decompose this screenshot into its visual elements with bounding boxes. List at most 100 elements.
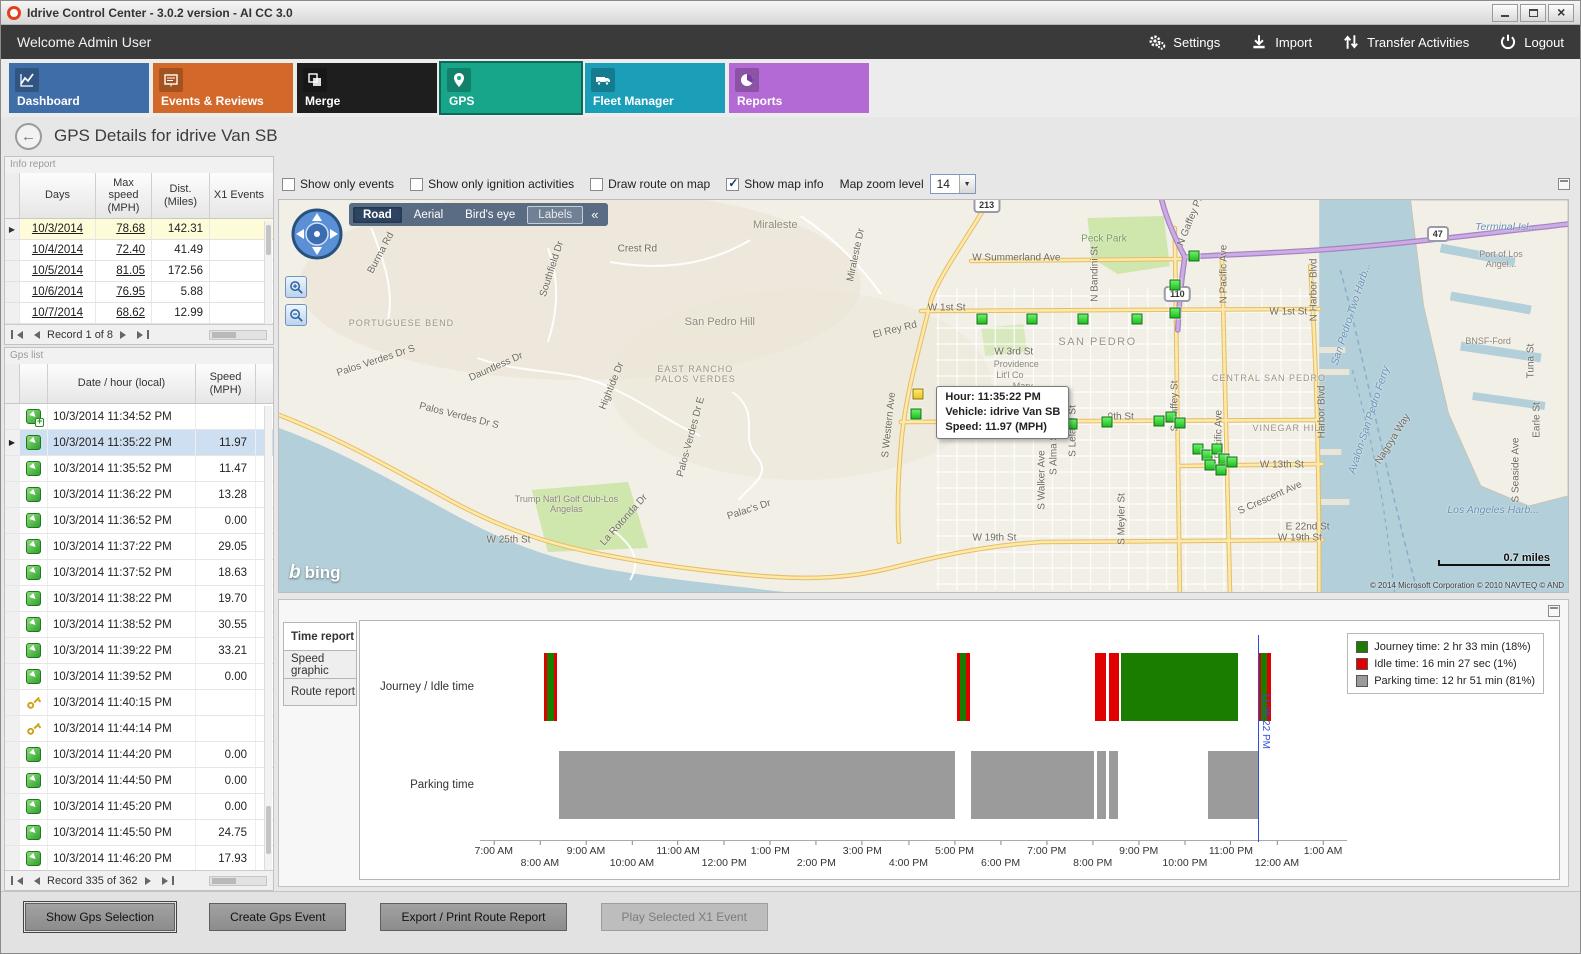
- show-gps-selection-button[interactable]: Show Gps Selection: [22, 901, 178, 933]
- info-report-row[interactable]: 10/6/2014 76.95 5.88: [5, 282, 273, 303]
- settings-button[interactable]: Settings: [1148, 33, 1220, 51]
- column-header[interactable]: X1 Events: [213, 189, 265, 202]
- gps-marker[interactable]: [976, 313, 987, 325]
- minimize-button[interactable]: [1492, 3, 1518, 22]
- scrollbar-thumb[interactable]: [212, 331, 236, 338]
- day-link[interactable]: 10/3/2014: [31, 223, 84, 235]
- tab-speed-graphic[interactable]: Speed graphic: [283, 650, 357, 678]
- gps-row[interactable]: 10/3/2014 11:36:52 PM 0.00: [5, 508, 273, 534]
- checkbox-icon[interactable]: [282, 177, 295, 191]
- gps-row[interactable]: 10/3/2014 11:37:22 PM 29.05: [5, 534, 273, 560]
- info-report-row[interactable]: 10/5/2014 81.05 172.56: [5, 261, 273, 282]
- first-page-icon[interactable]: [11, 876, 23, 885]
- info-report-scrollbar[interactable]: [264, 221, 272, 325]
- gps-marker-selected[interactable]: [912, 388, 924, 400]
- info-report-row[interactable]: 10/3/2014 78.68 142.31: [5, 219, 273, 240]
- export-print-route-report-button[interactable]: Export / Print Route Report: [380, 903, 567, 931]
- import-button[interactable]: Import: [1250, 33, 1312, 51]
- gps-row[interactable]: 10/3/2014 11:44:14 PM: [5, 716, 273, 742]
- checkbox-icon[interactable]: [726, 176, 740, 191]
- scrollbar-thumb[interactable]: [266, 806, 271, 854]
- checkbox-show-only-events[interactable]: Show only events: [282, 177, 394, 191]
- max-speed-link[interactable]: 78.68: [116, 223, 145, 235]
- column-header[interactable]: Speed (MPH): [196, 364, 256, 403]
- time-cursor-line[interactable]: 11:35:22 PM: [1258, 635, 1271, 842]
- day-link[interactable]: 10/4/2014: [31, 244, 84, 256]
- gps-marker[interactable]: [1169, 279, 1181, 291]
- transfer-activities-button[interactable]: Transfer Activities: [1342, 33, 1469, 51]
- map-view-labels[interactable]: Labels: [527, 205, 584, 224]
- horizontal-scrollbar[interactable]: [209, 329, 267, 340]
- gps-marker[interactable]: [1026, 313, 1038, 325]
- gps-marker[interactable]: [1077, 313, 1089, 325]
- gps-row[interactable]: 10/3/2014 11:39:52 PM 0.00: [5, 664, 273, 690]
- nav-tab-gps[interactable]: GPS: [439, 61, 583, 115]
- first-page-icon[interactable]: [11, 330, 23, 339]
- zoom-level-select[interactable]: 14: [929, 174, 976, 194]
- gps-row[interactable]: 10/3/2014 11:38:52 PM 30.55: [5, 612, 273, 638]
- checkbox-draw-route-on-map[interactable]: Draw route on map: [590, 177, 710, 191]
- map-compass-control[interactable]: [291, 208, 343, 260]
- column-header[interactable]: Date / hour (local): [48, 364, 196, 403]
- prev-page-icon[interactable]: [30, 876, 40, 885]
- map-canvas[interactable]: Miraleste Peck Park W Summerland Ave Crest …: [279, 200, 1568, 592]
- gps-marker[interactable]: [910, 408, 922, 420]
- gps-marker[interactable]: [1188, 250, 1200, 262]
- checkbox-icon[interactable]: [590, 177, 604, 191]
- collapse-left-icon[interactable]: [585, 207, 604, 222]
- gps-row[interactable]: 10/3/2014 11:38:22 PM 19.70: [5, 586, 273, 612]
- gps-marker[interactable]: [1153, 415, 1165, 427]
- gps-marker[interactable]: [1169, 307, 1181, 319]
- back-button[interactable]: [15, 122, 42, 150]
- gps-marker[interactable]: [1204, 459, 1216, 471]
- column-header[interactable]: Max speed (MPH): [96, 173, 152, 218]
- map-maximize-icon[interactable]: [1558, 178, 1570, 190]
- last-page-icon[interactable]: [137, 330, 150, 339]
- day-link[interactable]: 10/5/2014: [31, 265, 84, 277]
- bing-logo[interactable]: bing: [289, 562, 341, 584]
- column-header[interactable]: Dist. (Miles): [152, 173, 210, 218]
- horizontal-scrollbar[interactable]: [209, 875, 267, 886]
- gps-row[interactable]: 10/3/2014 11:44:50 PM 0.00: [5, 768, 273, 794]
- scrollbar-thumb[interactable]: [266, 225, 271, 255]
- checkbox-show-map-info[interactable]: Show map info: [726, 176, 824, 191]
- info-report-row[interactable]: 10/4/2014 72.40 41.49: [5, 240, 273, 261]
- nav-tab-dashboard[interactable]: Dashboard: [9, 63, 149, 113]
- gps-marker[interactable]: [1174, 417, 1186, 429]
- gps-row[interactable]: 10/3/2014 11:35:52 PM 11.47: [5, 456, 273, 482]
- last-page-icon[interactable]: [161, 876, 174, 885]
- tab-time-report[interactable]: Time report: [283, 622, 357, 650]
- max-speed-link[interactable]: 68.62: [116, 307, 145, 319]
- gps-marker[interactable]: [1226, 456, 1238, 468]
- next-page-icon[interactable]: [144, 876, 155, 885]
- checkbox-icon[interactable]: [410, 177, 424, 191]
- nav-tab-fleet-manager[interactable]: Fleet Manager: [585, 63, 725, 113]
- day-link[interactable]: 10/7/2014: [31, 307, 84, 319]
- map-view-road[interactable]: Road: [353, 206, 402, 223]
- gps-marker[interactable]: [1211, 443, 1223, 455]
- gps-row[interactable]: 10/3/2014 11:39:22 PM 33.21: [5, 638, 273, 664]
- map-view-bird-s-eye[interactable]: Bird's eye: [465, 208, 516, 221]
- gps-row[interactable]: 10/3/2014 11:36:22 PM 13.28: [5, 482, 273, 508]
- nav-tab-events-reviews[interactable]: Events & Reviews: [153, 63, 293, 113]
- gps-marker[interactable]: [1192, 443, 1204, 455]
- next-page-icon[interactable]: [120, 330, 130, 339]
- gps-row[interactable]: 10/3/2014 11:37:52 PM 18.63: [5, 560, 273, 586]
- prev-page-icon[interactable]: [30, 330, 40, 339]
- close-button[interactable]: [1548, 3, 1574, 22]
- create-gps-event-button[interactable]: Create Gps Event: [209, 903, 347, 931]
- map-view-aerial[interactable]: Aerial: [413, 208, 444, 221]
- gps-marker[interactable]: [1131, 313, 1143, 325]
- gps-row[interactable]: 10/3/2014 11:34:52 PM: [5, 404, 273, 430]
- gps-marker[interactable]: [1101, 416, 1113, 428]
- zoom-in-button[interactable]: [285, 276, 307, 298]
- nav-tab-merge[interactable]: Merge: [297, 63, 437, 113]
- gps-marker[interactable]: [1215, 464, 1227, 476]
- logout-button[interactable]: Logout: [1499, 33, 1564, 51]
- gps-row[interactable]: 10/3/2014 11:46:20 PM 17.93: [5, 846, 273, 872]
- gps-row[interactable]: 10/3/2014 11:35:22 PM 11.97: [5, 430, 273, 456]
- column-header[interactable]: Days: [20, 173, 96, 218]
- nav-tab-reports[interactable]: Reports: [729, 63, 869, 113]
- maximize-button[interactable]: [1520, 3, 1546, 22]
- max-speed-link[interactable]: 81.05: [116, 265, 145, 277]
